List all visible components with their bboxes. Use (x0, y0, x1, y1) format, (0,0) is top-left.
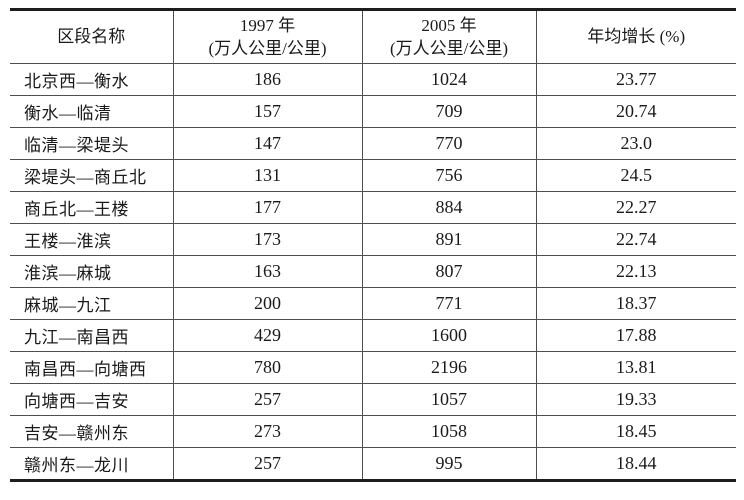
section-name-cell: 赣州东—龙川 (10, 447, 174, 481)
section-name-cell: 九江—南昌西 (10, 319, 174, 352)
value-1997-cell: 186 (173, 63, 363, 96)
value-2005-cell: 770 (362, 127, 537, 160)
value-2005-cell: 756 (362, 159, 537, 192)
value-2005-cell: 2196 (362, 351, 537, 384)
section-name-cell: 王楼—淮滨 (10, 223, 174, 256)
traffic-density-table: 区段名称 1997 年 (万人公里/公里) 2005 年 (万人公里/公里) 年… (10, 8, 736, 482)
value-2005-cell: 807 (362, 255, 537, 288)
section-name-cell: 梁堤头—商丘北 (10, 159, 174, 192)
growth-cell: 22.13 (536, 255, 736, 288)
section-name-cell: 向塘西—吉安 (10, 383, 174, 416)
section-name-cell: 麻城—九江 (10, 287, 174, 320)
section-name-cell: 临清—梁堤头 (10, 127, 174, 160)
value-1997-cell: 177 (173, 191, 363, 224)
table-row: 王楼—淮滨 173 891 22.74 (10, 223, 736, 256)
header-1997: 1997 年 (万人公里/公里) (173, 9, 363, 64)
value-2005-cell: 709 (362, 95, 537, 128)
value-2005-cell: 995 (362, 447, 537, 481)
growth-cell: 17.88 (536, 319, 736, 352)
header-1997-unit: (万人公里/公里) (208, 39, 327, 58)
section-name-cell: 衡水—临清 (10, 95, 174, 128)
value-1997-cell: 780 (173, 351, 363, 384)
growth-cell: 19.33 (536, 383, 736, 416)
value-1997-cell: 429 (173, 319, 363, 352)
growth-cell: 23.0 (536, 127, 736, 160)
value-1997-cell: 257 (173, 447, 363, 481)
value-1997-cell: 273 (173, 415, 363, 448)
table-row: 向塘西—吉安 257 1057 19.33 (10, 383, 736, 416)
header-2005: 2005 年 (万人公里/公里) (362, 9, 537, 64)
growth-cell: 18.37 (536, 287, 736, 320)
table-row: 梁堤头—商丘北 131 756 24.5 (10, 159, 736, 192)
header-section-name: 区段名称 (10, 9, 174, 64)
value-1997-cell: 157 (173, 95, 363, 128)
section-name-cell: 淮滨—麻城 (10, 255, 174, 288)
value-1997-cell: 200 (173, 287, 363, 320)
growth-cell: 18.45 (536, 415, 736, 448)
growth-cell: 20.74 (536, 95, 736, 128)
table-row: 南昌西—向塘西 780 2196 13.81 (10, 351, 736, 384)
growth-cell: 22.27 (536, 191, 736, 224)
header-annual-growth-label: 年均增长 (%) (587, 27, 686, 47)
value-1997-cell: 257 (173, 383, 363, 416)
table-row: 赣州东—龙川 257 995 18.44 (10, 447, 736, 481)
table-row: 淮滨—麻城 163 807 22.13 (10, 255, 736, 288)
value-2005-cell: 1058 (362, 415, 537, 448)
value-1997-cell: 163 (173, 255, 363, 288)
table-row: 北京西—衡水 186 1024 23.77 (10, 63, 736, 96)
growth-cell: 22.74 (536, 223, 736, 256)
header-row: 区段名称 1997 年 (万人公里/公里) 2005 年 (万人公里/公里) 年… (10, 9, 736, 64)
table-row: 衡水—临清 157 709 20.74 (10, 95, 736, 128)
table-row: 九江—南昌西 429 1600 17.88 (10, 319, 736, 352)
value-1997-cell: 147 (173, 127, 363, 160)
growth-cell: 18.44 (536, 447, 736, 481)
value-1997-cell: 173 (173, 223, 363, 256)
value-2005-cell: 884 (362, 191, 537, 224)
header-1997-year: 1997 年 (239, 15, 296, 35)
growth-cell: 24.5 (536, 159, 736, 192)
section-name-cell: 南昌西—向塘西 (10, 351, 174, 384)
value-2005-cell: 1057 (362, 383, 537, 416)
header-section-name-label: 区段名称 (57, 27, 126, 47)
table-header: 区段名称 1997 年 (万人公里/公里) 2005 年 (万人公里/公里) 年… (10, 9, 736, 64)
value-2005-cell: 891 (362, 223, 537, 256)
section-name-cell: 吉安—赣州东 (10, 415, 174, 448)
section-name-cell: 商丘北—王楼 (10, 191, 174, 224)
table-row: 商丘北—王楼 177 884 22.27 (10, 191, 736, 224)
header-2005-year: 2005 年 (421, 15, 477, 35)
value-2005-cell: 1024 (362, 63, 537, 96)
table-row: 吉安—赣州东 273 1058 18.45 (10, 415, 736, 448)
table-row: 麻城—九江 200 771 18.37 (10, 287, 736, 320)
header-2005-unit: (万人公里/公里) (389, 39, 509, 58)
header-annual-growth: 年均增长 (%) (536, 9, 736, 64)
growth-cell: 13.81 (536, 351, 736, 384)
table-row: 临清—梁堤头 147 770 23.0 (10, 127, 736, 160)
value-2005-cell: 1600 (362, 319, 537, 352)
section-name-cell: 北京西—衡水 (10, 63, 174, 96)
growth-cell: 23.77 (536, 63, 736, 96)
value-1997-cell: 131 (173, 159, 363, 192)
table-body: 北京西—衡水 186 1024 23.77 衡水—临清 157 709 20.74 临清—梁堤头… (10, 63, 736, 481)
value-2005-cell: 771 (362, 287, 537, 320)
